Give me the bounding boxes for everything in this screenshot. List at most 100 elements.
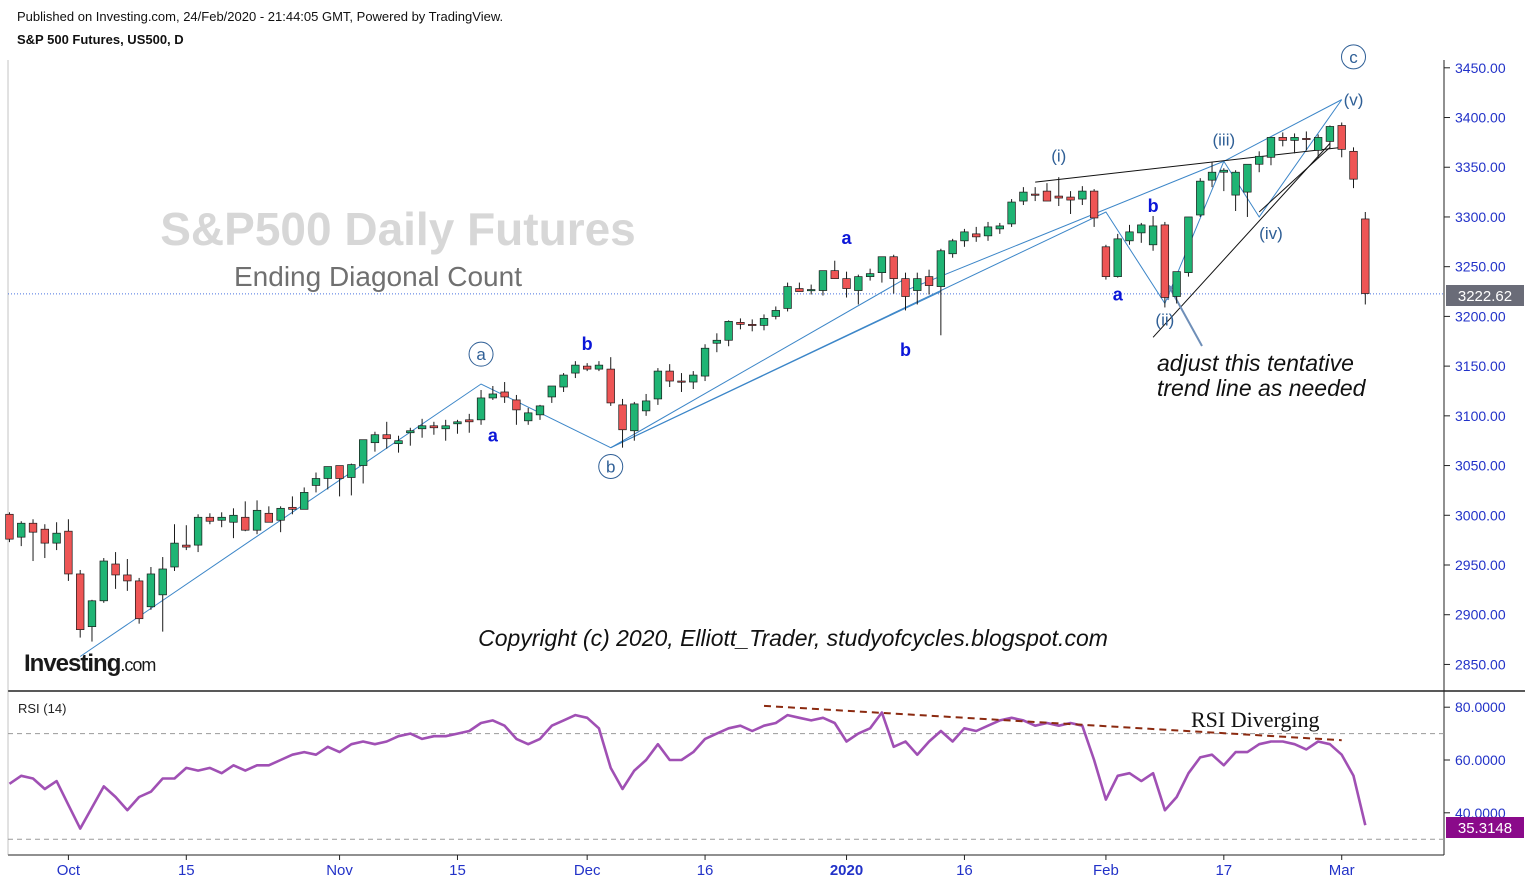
candle	[960, 228, 969, 247]
candle-body	[665, 370, 674, 382]
candle-body	[1302, 138, 1311, 140]
candle-body	[1113, 238, 1122, 277]
price-tick-label: 3350.00	[1455, 159, 1506, 175]
candle-body	[87, 600, 97, 628]
candle-body	[311, 478, 321, 486]
candle	[807, 284, 816, 295]
candle	[1207, 162, 1217, 188]
candle	[1042, 183, 1052, 202]
candle	[500, 382, 509, 403]
candle-body	[217, 516, 226, 521]
time-tick-label: Feb	[1093, 862, 1119, 879]
candle-body	[17, 522, 26, 538]
wave-circle-label: b	[606, 458, 615, 477]
candle	[724, 320, 733, 347]
candle	[370, 431, 380, 452]
candle-body	[1184, 216, 1193, 273]
rsi-tick-label: 40.0000	[1455, 805, 1506, 821]
candle	[182, 525, 191, 551]
candle-body	[1196, 180, 1205, 216]
candle-body	[193, 516, 203, 546]
candle-body	[28, 522, 38, 533]
candle-body	[276, 507, 285, 521]
candle	[276, 506, 285, 533]
candle-body	[854, 276, 863, 291]
candle-body	[417, 425, 427, 430]
candle	[677, 373, 686, 392]
candle	[87, 599, 97, 642]
candle	[665, 364, 674, 388]
candle-body	[924, 276, 934, 286]
candle	[158, 557, 167, 632]
candle	[406, 427, 415, 446]
diagonal-upper-line	[1035, 146, 1342, 183]
symbol-title: S&P 500 Futures, US500, D	[17, 32, 184, 47]
candle	[783, 282, 792, 312]
time-tick-label: Dec	[574, 862, 601, 879]
candle	[512, 394, 521, 425]
candle	[1278, 132, 1287, 147]
candle-body	[476, 397, 486, 421]
candle	[17, 521, 26, 547]
candle-body	[1207, 171, 1217, 181]
candle-body	[441, 425, 450, 430]
candle-body	[323, 466, 332, 479]
time-tick-label: Oct	[57, 862, 81, 879]
candle-body	[512, 399, 521, 411]
candle-body	[252, 509, 262, 531]
candle	[818, 270, 828, 296]
candle	[1361, 211, 1370, 305]
candle-body	[406, 430, 415, 434]
candle-body	[370, 434, 380, 444]
candle	[359, 439, 368, 484]
candle	[1078, 186, 1087, 206]
candle-body	[818, 270, 828, 291]
candle	[1160, 221, 1170, 308]
candle-body	[618, 404, 627, 431]
candle	[594, 361, 604, 372]
candle-body	[783, 286, 792, 309]
candle	[700, 344, 710, 382]
candle	[28, 519, 38, 562]
note-arrow	[1169, 287, 1203, 347]
elliott-trendlines	[79, 99, 1343, 657]
candle-body	[948, 240, 957, 255]
subwave-label: a	[842, 228, 853, 248]
candle	[1172, 271, 1181, 304]
candle-body	[1007, 201, 1016, 225]
candle-body	[453, 421, 462, 425]
candle-body	[1125, 231, 1134, 242]
candle	[335, 465, 344, 497]
candle	[795, 282, 804, 292]
candle-body	[111, 563, 120, 576]
candle	[323, 466, 332, 490]
price-tick-label: 3300.00	[1455, 209, 1506, 225]
candle-body	[748, 324, 757, 326]
candle	[311, 472, 321, 493]
candle	[547, 385, 556, 403]
candle-body	[1290, 137, 1299, 141]
time-tick-label: Nov	[326, 862, 353, 879]
candle	[653, 368, 663, 405]
watermark-subtitle: Ending Diagonal Count	[234, 261, 522, 292]
candle	[5, 512, 14, 543]
candle	[748, 319, 757, 332]
candle-body	[170, 542, 179, 568]
candle-body	[1243, 163, 1252, 193]
price-tick-label: 3100.00	[1455, 408, 1506, 424]
rsi-tick-label: 60.0000	[1455, 752, 1506, 768]
wave-circle-c	[1341, 44, 1367, 70]
candle-body	[842, 278, 851, 289]
candle	[983, 221, 993, 241]
candle-body	[465, 419, 474, 423]
candle	[134, 577, 144, 624]
candle	[759, 314, 769, 331]
candle	[1337, 122, 1346, 158]
candle-body	[677, 380, 686, 383]
candlestick-series[interactable]	[5, 122, 1370, 642]
candle-body	[241, 516, 250, 531]
candle	[535, 404, 545, 420]
last-price-value: 3222.62	[1458, 288, 1512, 305]
candle	[170, 524, 179, 571]
